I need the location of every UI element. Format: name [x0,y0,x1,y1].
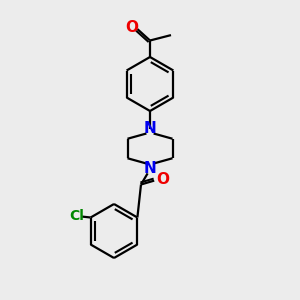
Text: Cl: Cl [70,209,85,223]
Text: N: N [144,121,156,136]
Text: O: O [125,20,139,35]
Text: O: O [156,172,169,187]
Text: N: N [144,161,156,176]
